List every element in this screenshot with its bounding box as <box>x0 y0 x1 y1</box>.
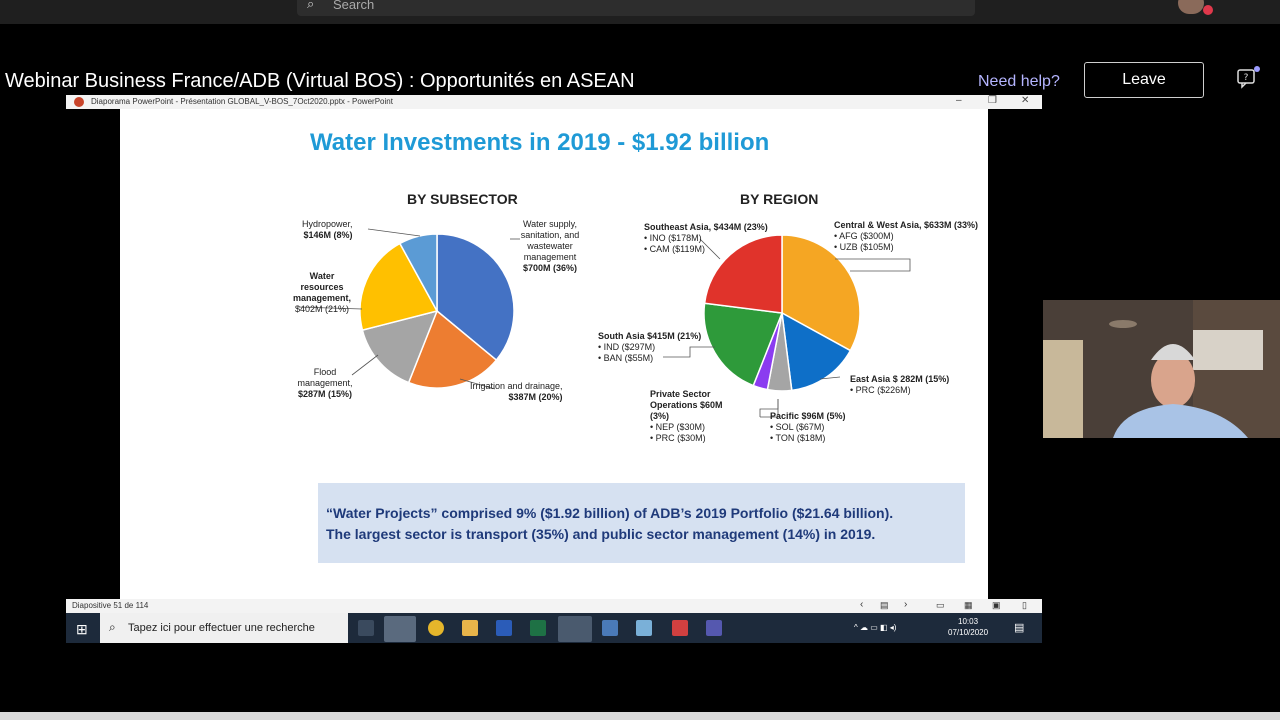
pie1-slice-3 <box>359 242 439 332</box>
notification-dot-icon <box>1254 66 1260 72</box>
pie-charts <box>297 228 911 418</box>
pie1-slice-1 <box>407 309 498 389</box>
outlook-icon[interactable] <box>384 616 416 642</box>
pie2-slice-1 <box>781 311 852 392</box>
search-placeholder: Search <box>333 0 375 12</box>
flood-label: Flood management, $287M (15%) <box>297 367 353 399</box>
pie2-slice-0 <box>781 234 861 352</box>
region-pie <box>703 234 861 392</box>
irrigation-label: Irrigation and drainage, $387M (20%) <box>470 381 563 402</box>
water-resources-label: Water resources management, $402M (21%) <box>292 271 352 314</box>
avatar[interactable] <box>1178 0 1204 14</box>
water-supply-label: Water supply, sanitation, and wastewater… <box>520 219 580 273</box>
next-slide-icon[interactable]: › <box>904 599 908 610</box>
app-icon[interactable] <box>672 620 688 636</box>
clock-time: 10:03 <box>958 617 979 626</box>
notes-icon[interactable] <box>636 620 652 636</box>
participant-video <box>1043 300 1280 438</box>
slide: Water Investments in 2019 - $1.92 billio… <box>120 109 988 599</box>
calculator-icon[interactable] <box>602 620 618 636</box>
pie1-slice-0 <box>436 233 515 362</box>
excel-icon[interactable] <box>530 620 546 636</box>
chrome-icon[interactable] <box>428 620 444 636</box>
task-view-icon[interactable] <box>358 620 374 636</box>
need-help-link[interactable]: Need help? <box>978 73 1060 90</box>
pie2-slice-4 <box>703 302 784 387</box>
sorter-view-icon[interactable]: ▦ <box>964 600 973 610</box>
slide-counter: Diapositive 51 de 114 <box>72 601 149 610</box>
note-line-2: The largest sector is transport (35%) an… <box>326 526 876 542</box>
southeast-asia-label: Southeast Asia, $434M (23%) • INO ($178M)… <box>644 222 768 254</box>
powerpoint-taskbar-icon[interactable] <box>558 616 592 642</box>
presence-status-icon <box>1203 5 1213 15</box>
ppt-title: Diaporama PowerPoint - Présentation GLOB… <box>91 97 393 106</box>
svg-text:?: ? <box>1244 73 1249 83</box>
clock[interactable]: 10:03 07/10/2020 <box>948 616 988 638</box>
meeting-title: Webinar Business France/ADB (Virtual BOS… <box>5 70 635 92</box>
close-icon[interactable]: ✕ <box>1021 95 1030 106</box>
windows-start-icon[interactable]: ⊞ <box>76 621 88 637</box>
bottom-strip <box>0 712 1280 720</box>
notifications-icon[interactable]: ▤ <box>1014 622 1025 634</box>
slideshow-view-icon[interactable]: ▯ <box>1022 600 1027 610</box>
normal-view-icon[interactable]: ▭ <box>936 600 945 610</box>
minimize-icon[interactable]: – <box>956 95 962 106</box>
taskbar-search[interactable]: ⌕ Tapez ici pour effectuer une recherche <box>100 613 348 643</box>
taskbar-search-text: Tapez ici pour effectuer une recherche <box>128 622 315 634</box>
east-asia-label: East Asia $ 282M (15%) • PRC ($226M) <box>850 374 950 395</box>
central-west-asia-label: Central & West Asia, $633M (33%) • AFG ($… <box>834 220 979 252</box>
pie1-slice-2 <box>361 309 439 384</box>
clock-date: 07/10/2020 <box>948 628 989 637</box>
word-icon[interactable] <box>496 620 512 636</box>
note-box: “Water Projects” comprised 9% ($1.92 bil… <box>318 483 965 563</box>
file-explorer-icon[interactable] <box>462 620 478 636</box>
hydropower-label: Hydropower, $146M (8%) <box>302 219 353 240</box>
pacific-label: Pacific $96M (5%) • SOL ($67M) • TON ($18M… <box>770 411 846 443</box>
prev-slide-icon[interactable]: ‹ <box>860 599 864 610</box>
region-header: BY REGION <box>740 191 819 207</box>
pie1-slice-4 <box>398 233 438 312</box>
subsector-header: BY SUBSECTOR <box>407 191 518 207</box>
chat-icon[interactable]: ? <box>1236 67 1258 89</box>
ppt-title-bar: Diaporama PowerPoint - Présentation GLOB… <box>66 95 1042 109</box>
subsector-pie <box>359 233 515 389</box>
note-line-1: “Water Projects” comprised 9% ($1.92 bil… <box>326 505 894 521</box>
leader-lines <box>297 228 911 418</box>
slide-title: Water Investments in 2019 - $1.92 billio… <box>310 129 770 156</box>
windows-taskbar: ⊞ ⌕ Tapez ici pour effectuer une recherc… <box>66 613 1042 643</box>
powerpoint-icon <box>74 97 84 107</box>
search-icon: ⌕ <box>109 620 116 634</box>
reading-view-icon[interactable]: ▣ <box>992 600 1001 610</box>
search-icon: ⌕ <box>307 0 315 11</box>
pie2-slice-5 <box>703 234 783 314</box>
system-tray-icons[interactable]: ^ ☁ ▭ ◧ ◂) <box>854 623 897 632</box>
private-sector-label: Private Sector Operations $60M (3%) • NEP… <box>650 389 723 443</box>
slide-list-icon[interactable]: ▤ <box>880 600 889 610</box>
south-asia-label: South Asia $415M (21%) • IND ($297M) • BAN… <box>598 331 702 363</box>
ppt-status-bar: Diapositive 51 de 114 ‹ ▤ › ▭ ▦ ▣ ▯ <box>66 599 1042 613</box>
teams-icon[interactable] <box>706 620 722 636</box>
leave-button[interactable]: Leave <box>1084 62 1204 98</box>
restore-icon[interactable]: ❐ <box>988 95 997 106</box>
search-box[interactable]: ⌕ Search <box>297 0 975 16</box>
